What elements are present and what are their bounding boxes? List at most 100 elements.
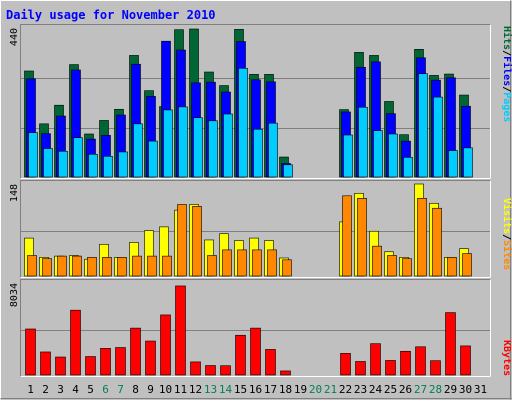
day-label: 14 <box>219 383 233 396</box>
kbytes-bar <box>430 360 441 376</box>
day-label: 10 <box>159 383 172 396</box>
pages-bar <box>463 147 473 178</box>
pages-bar <box>433 96 443 178</box>
kbytes-bar <box>145 340 156 376</box>
sites-bar <box>147 255 157 277</box>
day-label: 28 <box>429 383 442 396</box>
legend-pages: Pages <box>501 92 512 122</box>
sites-bar <box>207 255 217 277</box>
kbytes-bar <box>40 351 51 376</box>
pages-bar <box>58 150 68 178</box>
legend-sites: Sites <box>501 240 512 270</box>
day-label: 21 <box>324 383 337 396</box>
sites-bar <box>237 249 247 277</box>
kbytes-bar <box>280 370 291 376</box>
sites-bar <box>72 255 82 277</box>
day-label: 7 <box>117 383 124 396</box>
pages-bar <box>88 154 98 178</box>
kbytes-bar <box>265 349 276 376</box>
pages-bar <box>403 157 413 178</box>
kbytes-bar <box>250 327 261 376</box>
day-label: 16 <box>249 383 262 396</box>
legend-visits: Visits <box>501 198 512 234</box>
day-label: 29 <box>444 383 457 396</box>
sites-bar <box>417 197 427 277</box>
sites-bar <box>117 257 127 277</box>
kbytes-bar <box>175 285 186 376</box>
pages-bar <box>448 150 458 178</box>
kbytes-bar <box>85 356 96 376</box>
pages-bar <box>358 106 368 178</box>
day-label: 20 <box>309 383 322 396</box>
kbytes-bar <box>25 328 36 376</box>
legend-kbytes: KBytes <box>501 340 512 376</box>
sites-bar <box>357 197 367 277</box>
day-label: 19 <box>294 383 307 396</box>
sites-bar <box>342 195 352 277</box>
sites-bar <box>267 249 277 277</box>
sites-bar <box>432 207 442 277</box>
sites-bar <box>162 255 172 277</box>
sites-bar <box>132 255 142 277</box>
kbytes-bar <box>160 314 171 376</box>
day-label: 31 <box>474 383 487 396</box>
pages-bar <box>28 132 38 178</box>
pages-bar <box>193 117 203 178</box>
legend-sep: / <box>501 50 512 56</box>
day-label: 24 <box>369 383 383 396</box>
kbytes-bar <box>130 327 141 376</box>
legend-files: Files <box>501 56 512 86</box>
day-label: 4 <box>72 383 79 396</box>
kbytes-bar <box>100 348 111 376</box>
sites-bar <box>102 257 112 277</box>
day-label: 27 <box>414 383 427 396</box>
pages-bar <box>208 120 218 178</box>
pages-bar <box>388 133 398 178</box>
kbytes-bar <box>115 347 126 376</box>
kbytes-bar <box>220 365 231 376</box>
kbytes-bar <box>340 353 351 376</box>
day-label: 12 <box>189 383 202 396</box>
pages-bar <box>253 128 263 178</box>
hits-panel-legend: Hits/Files/Pages <box>501 26 512 122</box>
sites-bar <box>402 258 412 277</box>
day-label: 17 <box>264 383 277 396</box>
kbytes-bar <box>235 334 246 376</box>
legend-sep: / <box>501 234 512 240</box>
pages-bar <box>43 148 53 178</box>
sites-bar <box>42 258 52 277</box>
day-label: 26 <box>399 383 412 396</box>
day-label: 8 <box>132 383 139 396</box>
sites-bar <box>87 257 97 277</box>
day-label: 6 <box>102 383 109 396</box>
pages-bar <box>73 137 83 178</box>
visits-panel-legend: Visits/Sites <box>501 198 512 270</box>
kbytes-bar <box>415 346 426 376</box>
day-label: 25 <box>384 383 397 396</box>
day-label: 9 <box>147 383 154 396</box>
chart-title: Daily usage for November 2010 <box>6 8 216 22</box>
pages-bar <box>163 109 173 178</box>
pages-bar <box>103 156 113 178</box>
hits-panel-frame <box>20 24 491 179</box>
pages-bar <box>268 122 278 178</box>
kbytes-bar <box>55 356 66 376</box>
sites-bar <box>222 249 232 277</box>
day-label: 15 <box>234 383 247 396</box>
kbytes-bar <box>205 365 216 376</box>
legend-hits: Hits <box>501 26 512 50</box>
legend-sep: / <box>501 86 512 92</box>
day-label: 1 <box>27 383 34 396</box>
kbytes-panel-max-label: 8034 <box>9 283 20 307</box>
day-label: 11 <box>174 383 187 396</box>
pages-bar <box>283 164 293 178</box>
visits-panel-frame <box>20 180 491 278</box>
kbytes-panel-frame <box>20 279 491 377</box>
sites-bar <box>192 206 202 277</box>
kbytes-bar <box>355 361 366 376</box>
pages-bar <box>118 151 128 178</box>
day-label: 5 <box>87 383 94 396</box>
pages-bar <box>418 73 428 178</box>
